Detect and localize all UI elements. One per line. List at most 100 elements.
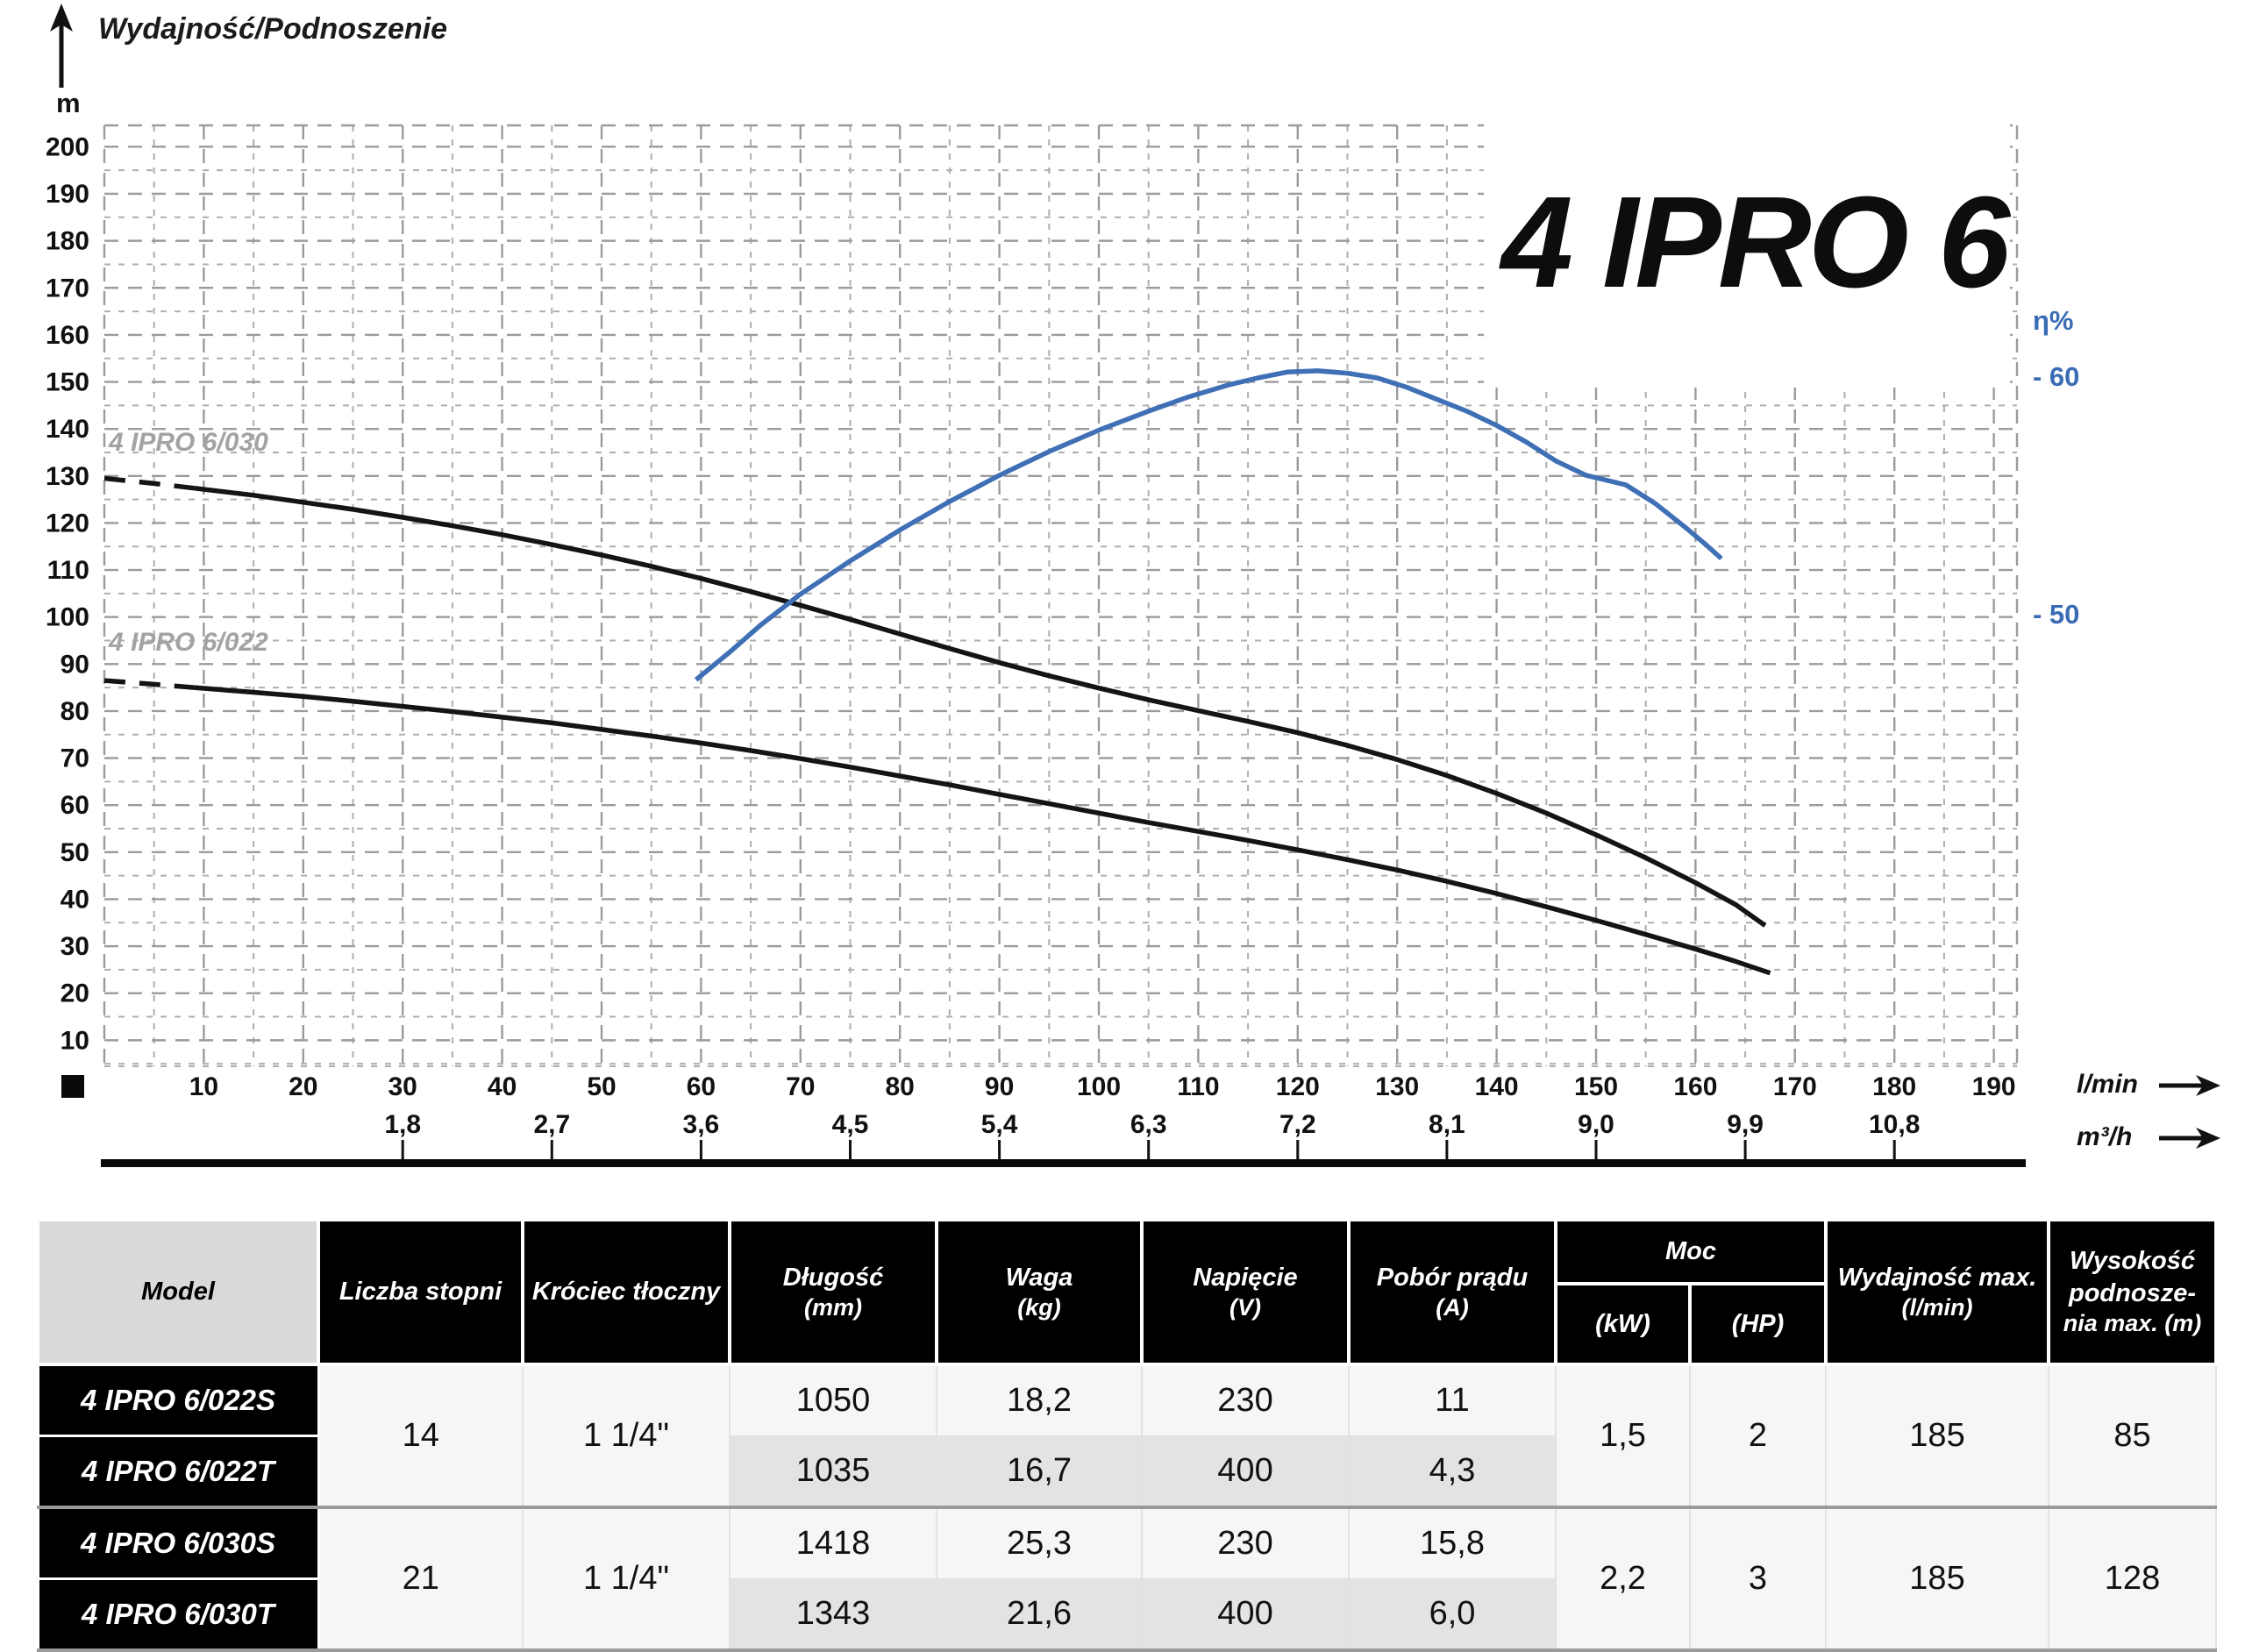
tick-label: 150 (46, 368, 89, 397)
napiecie-cell: 230 (1141, 1364, 1350, 1437)
tick-label: 180 (1872, 1072, 1916, 1101)
header-napiecie-sub: (V) (1229, 1293, 1261, 1321)
eta-axis-label: η% (2033, 305, 2074, 336)
tick-label: 130 (46, 462, 89, 491)
pobor-cell: 4,3 (1348, 1435, 1557, 1508)
dlugosc-cell: 1050 (729, 1364, 937, 1437)
tick-label: 1,8 (384, 1110, 421, 1139)
dlugosc-cell: 1343 (729, 1577, 937, 1651)
tick-label: 160 (1673, 1072, 1717, 1101)
hp-cell: 3 (1689, 1506, 1827, 1651)
dlugosc-cell: 1035 (729, 1435, 937, 1508)
header-wysokosc: Wysokość podnosze- nia max. (m) (2047, 1218, 2218, 1366)
waga-cell: 16,7 (936, 1435, 1143, 1508)
tick-label: 160 (46, 321, 89, 350)
header-row-1: Model Liczba stopni Króciec tłoczny Dług… (36, 1218, 2218, 1366)
wydajnosc-cell: 185 (1825, 1506, 2049, 1651)
header-row-2: (kW) (HP) (38, 1281, 2216, 1367)
chart-axis-title: Wydajność/Podnoszenie (98, 12, 448, 46)
hp-cell: 2 (1689, 1364, 1827, 1508)
x-axis-line (101, 1159, 2026, 1167)
tick-label: 30 (388, 1072, 417, 1101)
header-pobor-sub: (A) (1436, 1293, 1469, 1321)
model-cell: 4 IPRO 6/030S (36, 1506, 320, 1580)
tick-label: 100 (1077, 1072, 1121, 1101)
pobor-cell: 11 (1348, 1364, 1557, 1437)
tick-label: 9,0 (1578, 1110, 1614, 1139)
tick-label: 20 (61, 979, 89, 1008)
header-hp: (HP) (1688, 1281, 1828, 1367)
tick-label: 2,7 (533, 1110, 570, 1139)
model-cell: 4 IPRO 6/022T (36, 1435, 320, 1509)
tick-label: 10,8 (1869, 1110, 1920, 1139)
header-dlugosc-sub: (mm) (804, 1293, 862, 1321)
napiecie-cell: 230 (1141, 1506, 1350, 1580)
chart-svg: 200 190 180 170 160 150 140 130 120 110 100 90 80 70 6… (45, 124, 2026, 1167)
tick-label: 190 (1972, 1072, 2016, 1101)
waga-cell: 21,6 (936, 1577, 1143, 1651)
tick-label: 120 (46, 509, 89, 538)
tick-label: 130 (1375, 1072, 1419, 1101)
napiecie-cell: 400 (1141, 1577, 1350, 1651)
header-napiecie: Napięcie (V) (1140, 1218, 1351, 1366)
header-wysokosc-label: Wysokość podnosze- (2069, 1247, 2196, 1307)
header-model: Model (36, 1218, 320, 1366)
header-dlugosc: Długość (mm) (728, 1218, 938, 1366)
tick-label: 9,9 (1727, 1110, 1764, 1139)
tick-label: 40 (61, 885, 89, 914)
tick-label: 140 (46, 415, 89, 444)
header-pobor-label: Pobór prądu (1376, 1263, 1529, 1292)
tick-label: 30 (61, 932, 89, 961)
curve-2 (694, 368, 1723, 682)
x-unit-lmin: l/min (2077, 1070, 2139, 1099)
tick-label: 6,3 (1130, 1110, 1167, 1139)
pobor-cell: 6,0 (1348, 1577, 1557, 1651)
kw-cell: 1,5 (1555, 1364, 1691, 1508)
table-row: 4 IPRO 6/030S 21 1 1/4" 1418 25,3 230 15… (36, 1506, 2217, 1651)
tick-label: 80 (61, 697, 89, 726)
tick-label: 190 (46, 180, 89, 209)
pump-chart: 200 190 180 170 160 150 140 130 120 110 100 90 80 70 6… (45, 4, 2220, 1167)
eta-tick-50: - 50 (2033, 599, 2080, 630)
waga-cell: 18,2 (936, 1364, 1143, 1437)
curve-1 (193, 685, 1771, 976)
x-unit-m3h: m³/h (2077, 1122, 2133, 1151)
curve-label-030: 4 IPRO 6/030 (109, 428, 268, 457)
tick-label: 3,6 (683, 1110, 720, 1139)
tick-label: 60 (687, 1072, 716, 1101)
waga-cell: 25,3 (936, 1506, 1143, 1580)
header-kw: (kW) (1554, 1281, 1692, 1367)
kw-cell: 2,2 (1555, 1506, 1691, 1651)
y-axis-unit: m (56, 88, 81, 118)
curve-0 (193, 485, 1767, 928)
header-waga-sub: (kg) (1017, 1293, 1061, 1321)
tick-label: 5,4 (981, 1110, 1018, 1139)
curve-dashed-0 (103, 475, 195, 491)
napiecie-cell: 400 (1141, 1435, 1350, 1508)
tick-label: 120 (1276, 1072, 1320, 1101)
krociec-cell: 1 1/4" (522, 1506, 731, 1651)
header-wydajnosc-sub: (l/min) (1901, 1293, 1973, 1321)
tick-label: 10 (189, 1072, 218, 1101)
tick-label: 20 (289, 1072, 317, 1101)
tick-label: 50 (587, 1072, 616, 1101)
tick-label: 10 (61, 1026, 89, 1055)
tick-label: 40 (488, 1072, 517, 1101)
tick-label: 100 (46, 603, 89, 632)
tick-label: 8,1 (1429, 1110, 1465, 1139)
header-pobor: Pobór prądu (A) (1347, 1218, 1557, 1366)
header-napiecie-label: Napięcie (1193, 1263, 1298, 1292)
table-row: 4 IPRO 6/022S 14 1 1/4" 1050 18,2 230 11… (36, 1363, 2217, 1508)
header-wysokosc-sub: nia max. (m) (2063, 1309, 2202, 1336)
pobor-cell: 15,8 (1348, 1506, 1557, 1580)
wysokosc-cell: 128 (2048, 1506, 2217, 1651)
tick-label: 7,2 (1279, 1110, 1316, 1139)
tick-label: 110 (1177, 1072, 1219, 1101)
krociec-cell: 1 1/4" (522, 1364, 731, 1508)
chart-title: 4 IPRO 6 (1500, 170, 2011, 315)
tick-label: 70 (786, 1072, 815, 1101)
tick-label: 90 (985, 1072, 1014, 1101)
stopnie-cell: 14 (317, 1364, 524, 1508)
tick-label: 170 (1773, 1072, 1817, 1101)
origin-square (61, 1075, 84, 1098)
